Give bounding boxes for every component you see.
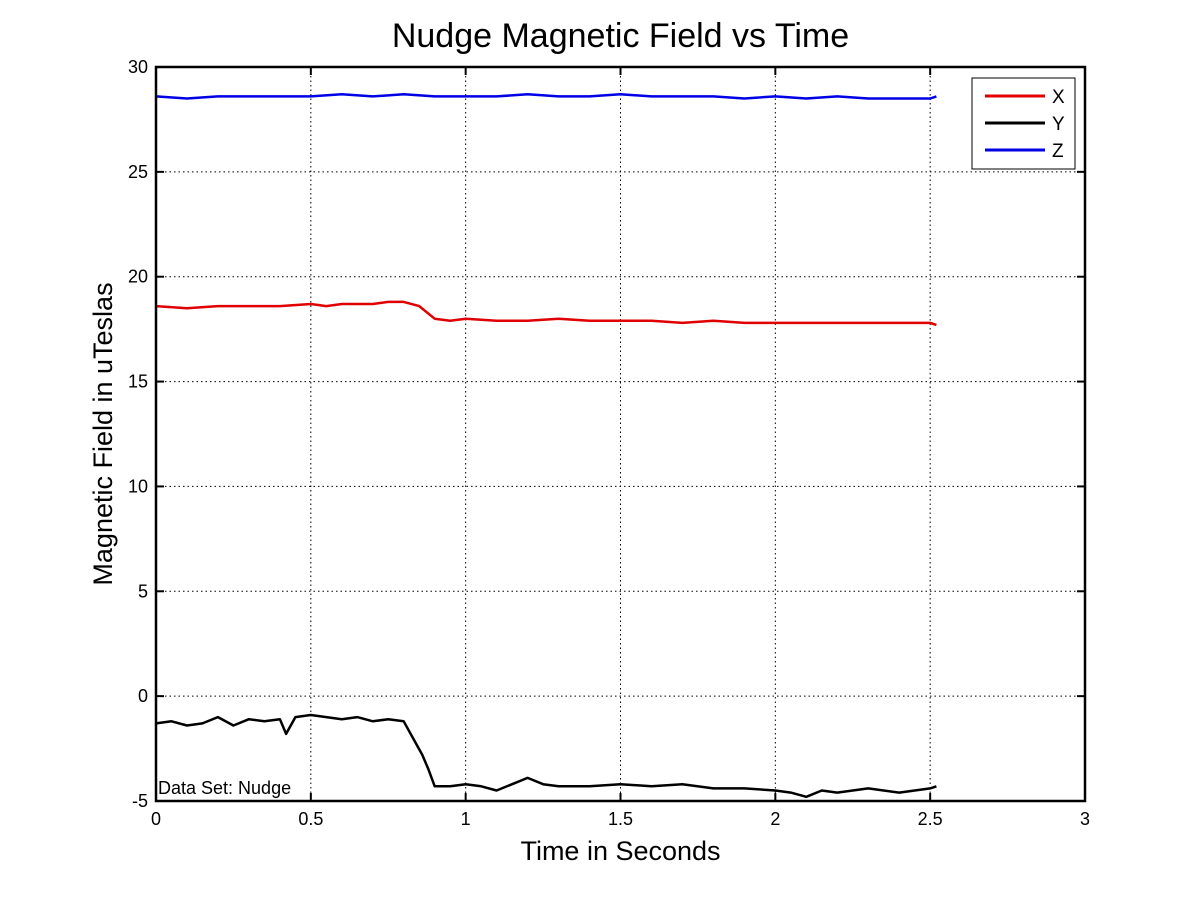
x-tick-label: 1 bbox=[461, 809, 471, 829]
x-tick-label: 2.5 bbox=[918, 809, 943, 829]
x-tick-label: 0 bbox=[151, 809, 161, 829]
legend-label-x: X bbox=[1052, 87, 1065, 108]
y-tick-label: 15 bbox=[128, 372, 148, 392]
y-tick-label: 25 bbox=[128, 162, 148, 182]
chart-title: Nudge Magnetic Field vs Time bbox=[392, 17, 849, 55]
x-tick-label: 0.5 bbox=[298, 809, 323, 829]
y-tick-label: 0 bbox=[138, 686, 148, 706]
x-axis-label: Time in Seconds bbox=[520, 836, 720, 866]
grid bbox=[156, 67, 1085, 801]
legend-label-y: Y bbox=[1052, 114, 1065, 135]
y-tick-label: -5 bbox=[132, 791, 148, 811]
legend-label-z: Z bbox=[1052, 141, 1064, 162]
x-tick-label: 2 bbox=[770, 809, 780, 829]
series-line-z bbox=[155, 93, 937, 100]
x-tick-label: 3 bbox=[1080, 809, 1090, 829]
series-lines bbox=[155, 93, 937, 799]
y-tick-label: 5 bbox=[138, 581, 148, 601]
series-line-y bbox=[155, 713, 937, 799]
y-tick-label: 20 bbox=[128, 267, 148, 287]
y-axis-label: Magnetic Field in uTeslas bbox=[88, 282, 118, 585]
legend: XYZ bbox=[971, 77, 1076, 170]
y-tick-label: 10 bbox=[128, 476, 148, 496]
x-tick-label: 1.5 bbox=[608, 809, 633, 829]
series-line-x bbox=[155, 300, 937, 327]
y-tick-label: 30 bbox=[128, 57, 148, 77]
data-set-annotation: Data Set: Nudge bbox=[158, 778, 291, 798]
